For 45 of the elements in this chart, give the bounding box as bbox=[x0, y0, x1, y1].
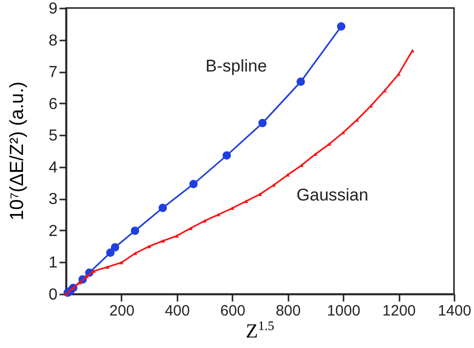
point bbox=[296, 78, 305, 86]
point bbox=[174, 234, 179, 238]
y-tick-label: 7 bbox=[48, 64, 58, 82]
point bbox=[216, 212, 220, 216]
point bbox=[410, 48, 414, 52]
point bbox=[161, 239, 165, 243]
y-tick-label: 2 bbox=[48, 222, 58, 240]
y-tick-label: 6 bbox=[48, 96, 58, 113]
point bbox=[202, 219, 207, 223]
y-tick-label: 3 bbox=[48, 191, 58, 208]
point bbox=[258, 118, 267, 128]
x-tick-label: 800 bbox=[276, 302, 301, 320]
point bbox=[147, 244, 152, 248]
y-tick-label: 1 bbox=[48, 254, 58, 272]
x-tick-label: 200 bbox=[109, 302, 134, 320]
point bbox=[341, 130, 346, 134]
series-label: Gaussian bbox=[296, 186, 368, 205]
y-tick-label: 0 bbox=[48, 286, 58, 304]
point bbox=[337, 22, 346, 31]
point bbox=[158, 204, 167, 212]
x-tick-label: 600 bbox=[220, 302, 246, 320]
point bbox=[244, 199, 248, 203]
x-tick-label: 1400 bbox=[438, 302, 472, 320]
x-tick-label: 400 bbox=[164, 302, 190, 320]
point bbox=[286, 173, 290, 177]
x-tick-label: 1000 bbox=[326, 302, 360, 320]
y-tick-label: 5 bbox=[48, 128, 58, 145]
series-label: B-spline bbox=[205, 56, 267, 76]
point bbox=[396, 72, 401, 76]
point bbox=[110, 243, 120, 252]
y-tick-label: 4 bbox=[48, 159, 58, 176]
point bbox=[106, 248, 115, 257]
point bbox=[230, 206, 234, 210]
point bbox=[189, 180, 198, 188]
x-axis-title: Z$^{1.5}$ bbox=[244, 318, 276, 344]
y-tick-label: 8 bbox=[48, 32, 58, 50]
point bbox=[188, 226, 193, 230]
point bbox=[130, 226, 140, 235]
x-tick-label: 1200 bbox=[382, 302, 416, 320]
point bbox=[222, 151, 231, 160]
point bbox=[382, 88, 387, 92]
point bbox=[119, 260, 124, 264]
point bbox=[258, 192, 262, 196]
y-tick-label: 9 bbox=[48, 0, 58, 18]
y-axis-title: 10⁷(ΔE/Z²) (a.u.) bbox=[7, 82, 29, 220]
